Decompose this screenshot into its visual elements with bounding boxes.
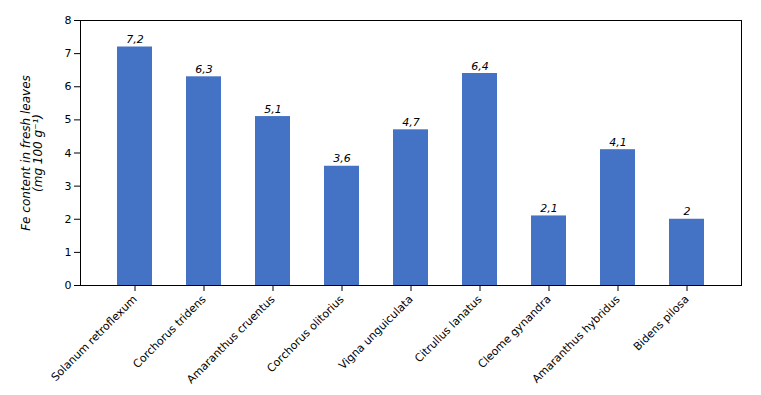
svg-text:6,3: 6,3: [195, 63, 213, 76]
svg-text:Solanum retroflexum: Solanum retroflexum: [49, 293, 140, 384]
svg-text:3: 3: [65, 180, 72, 193]
svg-text:2: 2: [65, 213, 72, 226]
svg-text:Corchorus tridens: Corchorus tridens: [130, 293, 208, 371]
svg-text:7,2: 7,2: [126, 33, 144, 46]
svg-text:5: 5: [65, 113, 72, 126]
svg-text:Citrullus lanatus: Citrullus lanatus: [412, 293, 485, 366]
svg-text:2: 2: [684, 205, 691, 218]
svg-text:4,7: 4,7: [402, 116, 420, 129]
svg-text:7: 7: [65, 47, 72, 60]
svg-text:4: 4: [65, 147, 72, 160]
svg-text:Fe content in fresh leaves(mg: Fe content in fresh leaves(mg 100 g⁻¹): [19, 75, 45, 231]
svg-text:Amaranthus hybridus: Amaranthus hybridus: [530, 293, 623, 386]
svg-text:3,6: 3,6: [333, 152, 351, 165]
svg-text:8: 8: [65, 14, 72, 27]
svg-text:Bidens pilosa: Bidens pilosa: [631, 293, 692, 354]
svg-text:Amaranthus cruentus: Amaranthus cruentus: [184, 293, 278, 387]
svg-text:5,1: 5,1: [264, 103, 282, 116]
svg-text:0: 0: [65, 279, 72, 292]
svg-text:1: 1: [65, 246, 72, 259]
svg-text:6,4: 6,4: [471, 60, 489, 73]
svg-text:6: 6: [65, 80, 72, 93]
svg-text:4,1: 4,1: [609, 136, 627, 149]
svg-text:Vigna unguiculata: Vigna unguiculata: [336, 293, 415, 372]
svg-text:Corchorus olitorius: Corchorus olitorius: [264, 293, 346, 375]
svg-text:Cleome gynandra: Cleome gynandra: [475, 293, 553, 371]
svg-text:2,1: 2,1: [540, 202, 558, 215]
